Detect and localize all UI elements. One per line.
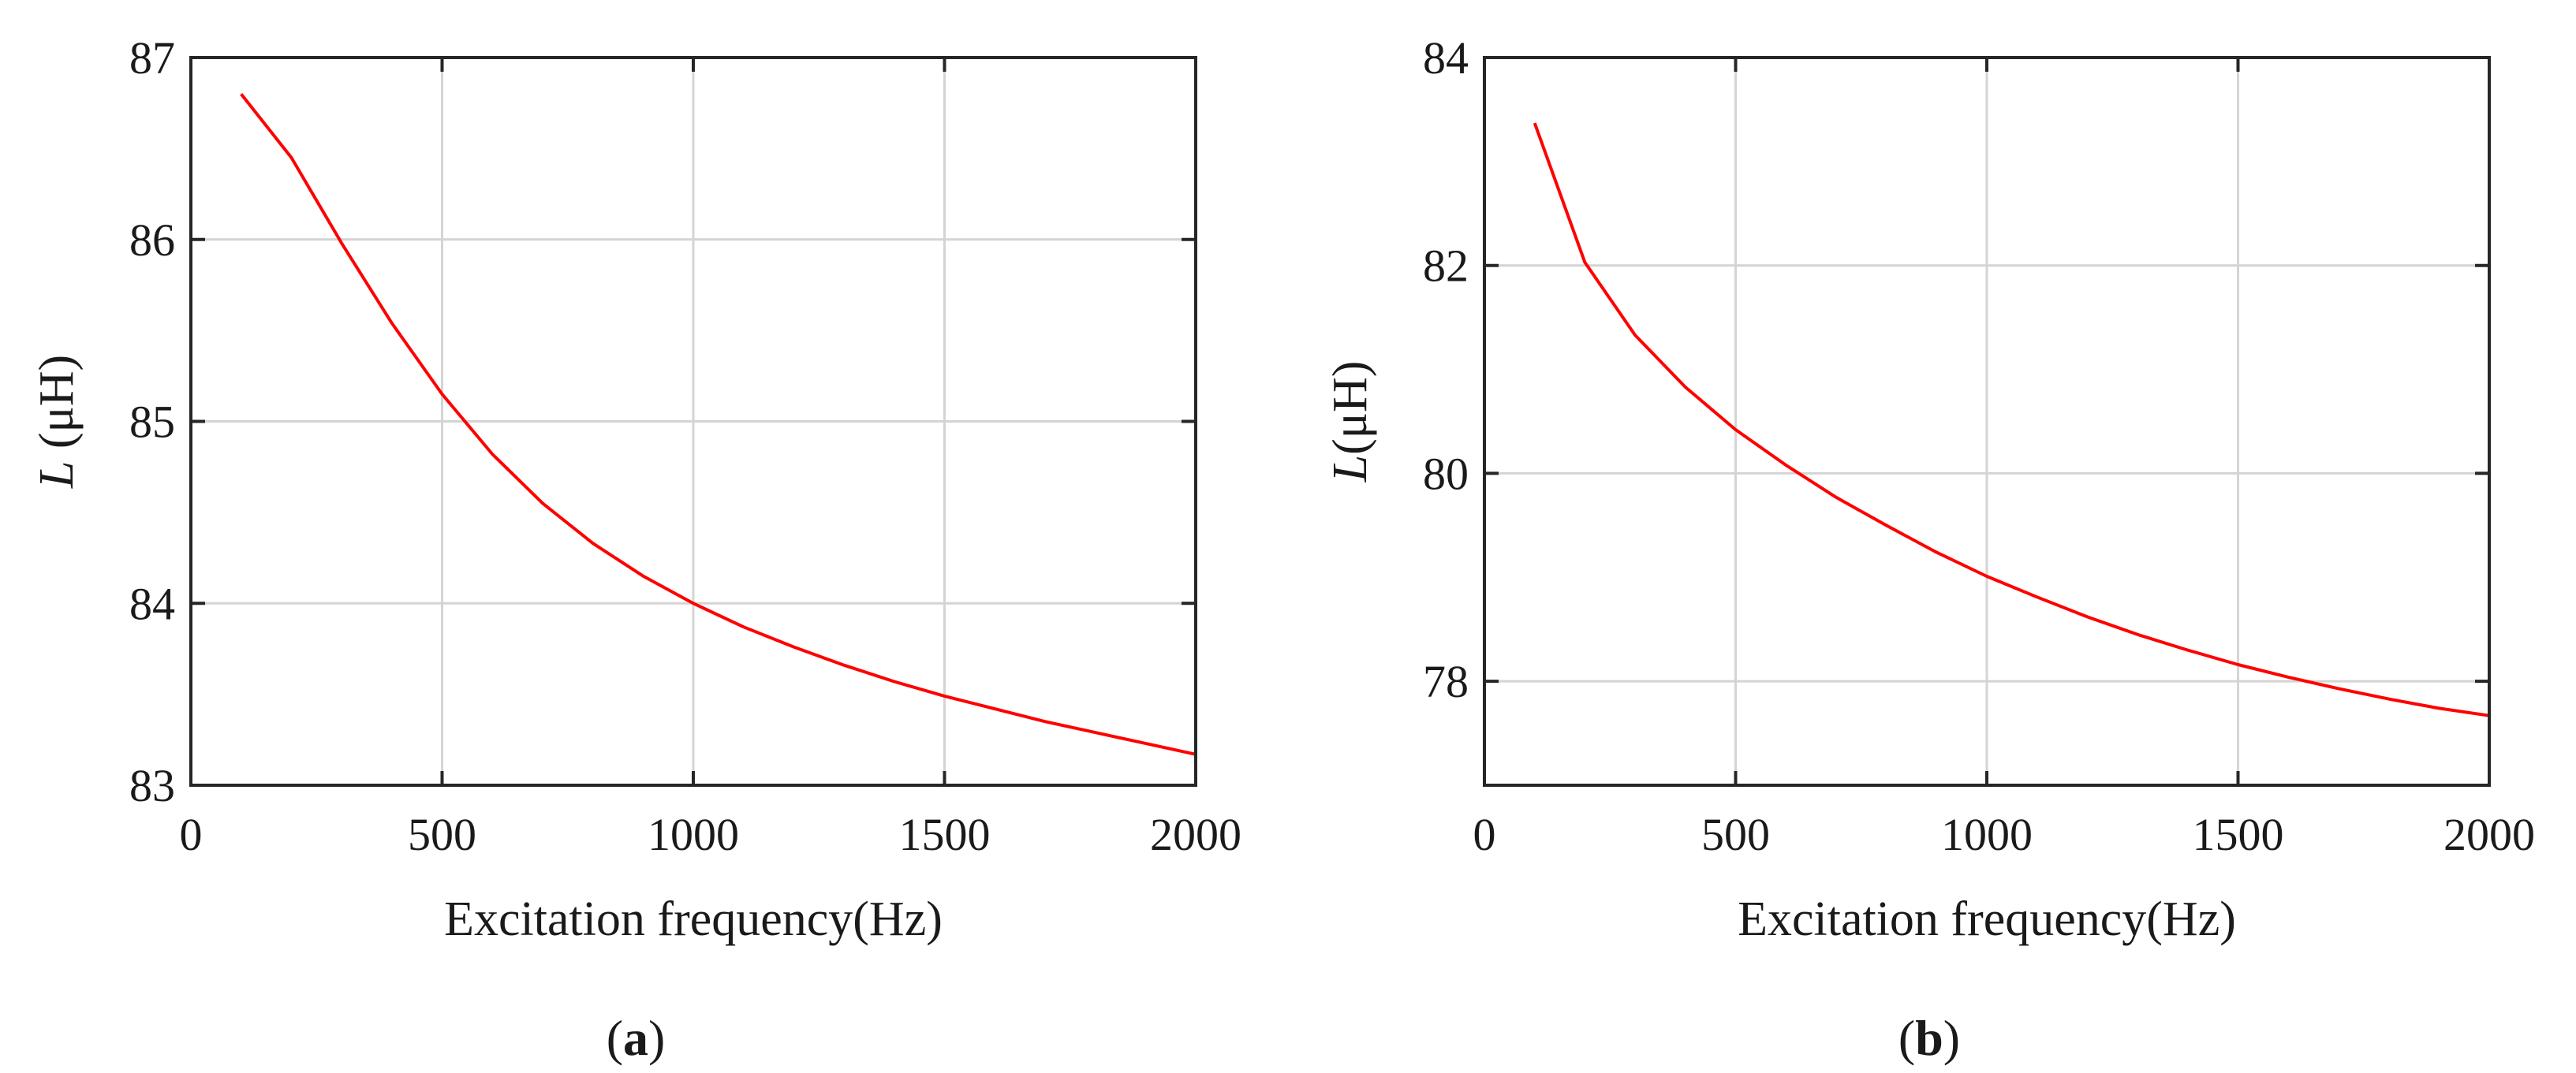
y-tick-label: 80: [1423, 448, 1469, 499]
y-axis-title: L(μH): [1323, 361, 1377, 483]
chart-panel-b: 0 500 1000 1500 2000 78 80 82 84 Excitation frequ…: [1323, 32, 2535, 1066]
x-tick-label: 1000: [648, 809, 739, 860]
panel-label-close-paren: ): [648, 1010, 665, 1066]
panel-label: (b): [1898, 1010, 1960, 1066]
y-axis-variable: L: [1323, 455, 1377, 482]
x-tick-label: 500: [408, 809, 476, 860]
x-tick-label: 0: [180, 809, 203, 860]
panel-label-letter: b: [1915, 1010, 1943, 1066]
x-tick-label: 2000: [1150, 809, 1241, 860]
x-tick-label: 1500: [2193, 809, 2284, 860]
y-axis-unit: (μH): [30, 355, 84, 461]
x-tick-label: 2000: [2443, 809, 2535, 860]
panel-label-close-paren: ): [1943, 1010, 1960, 1066]
y-tick-label: 82: [1423, 240, 1469, 292]
x-tick-label: 1000: [1941, 809, 2033, 860]
panel-label-open-paren: (: [607, 1010, 623, 1066]
x-tick-label: 1500: [899, 809, 991, 860]
y-axis-unit: (μH): [1323, 361, 1377, 455]
y-tick-label: 84: [1423, 32, 1469, 84]
series-line-l: [1533, 122, 2490, 717]
y-tick-label: 86: [129, 214, 175, 266]
y-tick-label: 83: [129, 760, 175, 811]
panel-label-open-paren: (: [1898, 1010, 1915, 1066]
y-tick-label: 78: [1423, 656, 1469, 707]
y-tick-label: 85: [129, 397, 175, 448]
x-tick-label: 500: [1701, 809, 1770, 860]
y-axis-variable: L: [30, 461, 84, 489]
y-tick-label: 87: [129, 32, 175, 84]
series-line-l: [240, 92, 1197, 756]
y-axis-title: L (μH): [30, 355, 84, 489]
y-tick-label: 84: [129, 578, 175, 629]
x-tick-label: 0: [1473, 809, 1496, 860]
x-axis-title: Excitation frequency(Hz): [1738, 892, 2236, 946]
panel-label-letter: a: [623, 1010, 648, 1066]
x-axis-title: Excitation frequency(Hz): [444, 892, 943, 946]
chart-panel-a: 0 500 1000 1500 2000 83 84 85 86 87 Excitation fre…: [30, 32, 1241, 1066]
panel-label: (a): [607, 1010, 666, 1066]
